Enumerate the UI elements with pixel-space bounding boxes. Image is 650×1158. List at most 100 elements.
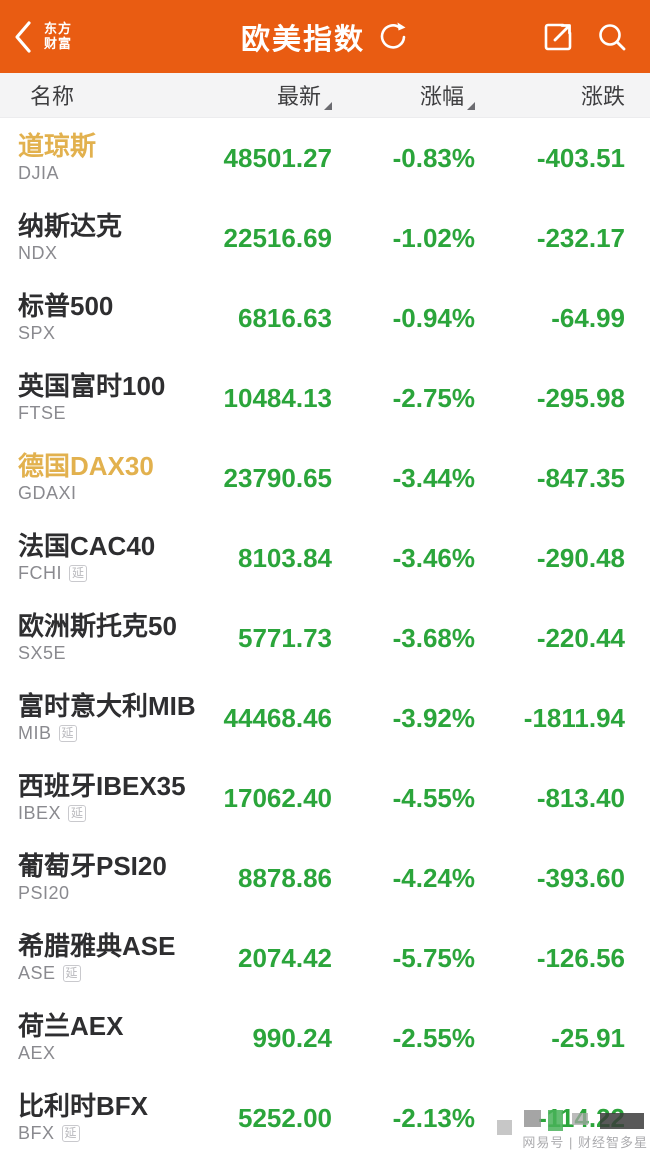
index-row[interactable]: 希腊雅典ASE ASE 延 2074.42 -5.75% -126.56: [0, 918, 650, 998]
index-name: 道琼斯: [18, 130, 97, 161]
index-name: 标普500: [18, 290, 114, 321]
index-row[interactable]: 葡萄牙PSI20 PSI20 8878.86 -4.24% -393.60: [0, 838, 650, 918]
sort-triangle-icon: [324, 102, 332, 110]
index-name: 富时意大利MIB: [18, 690, 196, 721]
index-change-percent: -4.55%: [392, 782, 475, 813]
index-row[interactable]: 比利时BFX BFX 延 5252.00 -2.13% -114.22: [0, 1078, 650, 1158]
index-change-percent: -3.68%: [392, 622, 475, 653]
index-name-cell: 英国富时100 FTSE: [0, 372, 207, 425]
refresh-icon: [377, 21, 409, 53]
index-code-line: SX5E: [18, 643, 207, 664]
sort-triangle-icon: [467, 102, 475, 110]
back-chevron-icon: [12, 20, 34, 54]
index-change-amount: -393.60: [536, 862, 625, 893]
index-code-line: PSI20: [18, 883, 207, 904]
index-row[interactable]: 德国DAX30 GDAXI 23790.65 -3.44% -847.35: [0, 438, 650, 518]
logo-line1: 东方: [44, 21, 73, 37]
index-last-price: 8878.86: [238, 862, 332, 893]
index-name: 比利时BFX: [18, 1090, 149, 1121]
logo-line2: 财富: [44, 35, 73, 51]
index-code: BFX: [18, 1123, 55, 1144]
index-name-cell: 希腊雅典ASE ASE 延: [0, 932, 207, 985]
column-header-last-label: 最新: [276, 84, 321, 109]
index-code: PSI20: [18, 883, 70, 904]
index-last-price: 44468.46: [223, 702, 332, 733]
index-row[interactable]: 英国富时100 FTSE 10484.13 -2.75% -295.98: [0, 358, 650, 438]
index-code-line: BFX 延: [18, 1123, 207, 1144]
index-change-amount: -232.17: [536, 222, 625, 253]
index-name-cell: 标普500 SPX: [0, 292, 207, 345]
refresh-button[interactable]: [377, 21, 409, 53]
index-code-line: MIB 延: [18, 723, 207, 744]
app-bar-actions: [538, 0, 650, 73]
index-row[interactable]: 欧洲斯托克50 SX5E 5771.73 -3.68% -220.44: [0, 598, 650, 678]
index-code: SPX: [18, 323, 56, 344]
index-row[interactable]: 西班牙IBEX35 IBEX 延 17062.40 -4.55% -813.40: [0, 758, 650, 838]
index-change-amount: -126.56: [536, 942, 625, 973]
index-change-percent: -3.46%: [392, 542, 475, 573]
index-name: 纳斯达克: [18, 210, 123, 241]
index-row[interactable]: 纳斯达克 NDX 22516.69 -1.02% -232.17: [0, 198, 650, 278]
index-last-price: 22516.69: [223, 222, 332, 253]
index-change-percent: -0.83%: [392, 142, 475, 173]
index-last-price: 5252.00: [238, 1102, 332, 1133]
index-row[interactable]: 富时意大利MIB MIB 延 44468.46 -3.92% -1811.94: [0, 678, 650, 758]
delayed-badge: 延: [68, 805, 87, 823]
index-last-price: 17062.40: [223, 782, 332, 813]
index-row[interactable]: 标普500 SPX 6816.63 -0.94% -64.99: [0, 278, 650, 358]
index-code: GDAXI: [18, 483, 77, 504]
back-button[interactable]: [0, 0, 46, 73]
app-bar: 东方 财富 欧美指数: [0, 0, 650, 73]
index-change-amount: -813.40: [536, 782, 625, 813]
index-code: SX5E: [18, 643, 67, 664]
index-last-price: 10484.13: [223, 382, 332, 413]
index-last-price: 2074.42: [238, 942, 332, 973]
index-name: 希腊雅典ASE: [18, 930, 176, 961]
index-last-price: 5771.73: [238, 622, 332, 653]
delayed-badge: 延: [61, 1125, 80, 1143]
index-change-percent: -2.75%: [392, 382, 475, 413]
index-last-price: 48501.27: [223, 142, 332, 173]
index-row[interactable]: 荷兰AEX AEX 990.24 -2.55% -25.91: [0, 998, 650, 1078]
index-name: 英国富时100: [18, 370, 166, 401]
delayed-badge: 延: [58, 725, 77, 743]
index-name: 葡萄牙PSI20: [18, 850, 167, 881]
index-change-percent: -5.75%: [392, 942, 475, 973]
index-change-percent: -4.24%: [392, 862, 475, 893]
share-button[interactable]: [538, 17, 578, 57]
column-header-change-pct-label: 涨幅: [419, 84, 464, 109]
page-title: 欧美指数: [240, 23, 365, 56]
index-change-amount: -403.51: [536, 142, 625, 173]
index-change-amount: -64.99: [551, 302, 625, 333]
index-change-amount: -1811.94: [523, 702, 625, 733]
search-icon: [596, 21, 628, 53]
index-code-line: AEX: [18, 1043, 207, 1064]
index-change-percent: -1.02%: [392, 222, 475, 253]
index-code: NDX: [18, 243, 58, 264]
index-name-cell: 纳斯达克 NDX: [0, 212, 207, 265]
index-row[interactable]: 道琼斯 DJIA 48501.27 -0.83% -403.51: [0, 118, 650, 198]
index-change-amount: -290.48: [536, 542, 625, 573]
search-button[interactable]: [592, 17, 632, 57]
index-code-line: ASE 延: [18, 963, 207, 984]
column-header-change[interactable]: 涨跌: [475, 79, 625, 111]
column-header-change-pct[interactable]: 涨幅: [332, 79, 475, 111]
index-name: 法国CAC40: [18, 530, 156, 561]
index-code: FTSE: [18, 403, 67, 424]
index-code-line: SPX: [18, 323, 207, 344]
index-code-line: FCHI 延: [18, 563, 207, 584]
index-name-cell: 德国DAX30 GDAXI: [0, 452, 207, 505]
index-name: 西班牙IBEX35: [18, 770, 186, 801]
index-code-line: NDX: [18, 243, 207, 264]
index-code-line: GDAXI: [18, 483, 207, 504]
column-header-last[interactable]: 最新: [207, 79, 332, 111]
index-change-percent: -3.92%: [392, 702, 475, 733]
index-code-line: FTSE: [18, 403, 207, 424]
index-row[interactable]: 法国CAC40 FCHI 延 8103.84 -3.46% -290.48: [0, 518, 650, 598]
index-name: 欧洲斯托克50: [18, 610, 177, 641]
index-name-cell: 西班牙IBEX35 IBEX 延: [0, 772, 207, 825]
column-header-name-label: 名称: [30, 84, 75, 109]
index-last-price: 8103.84: [238, 542, 332, 573]
index-name-cell: 道琼斯 DJIA: [0, 132, 207, 185]
index-change-amount: -220.44: [536, 622, 625, 653]
